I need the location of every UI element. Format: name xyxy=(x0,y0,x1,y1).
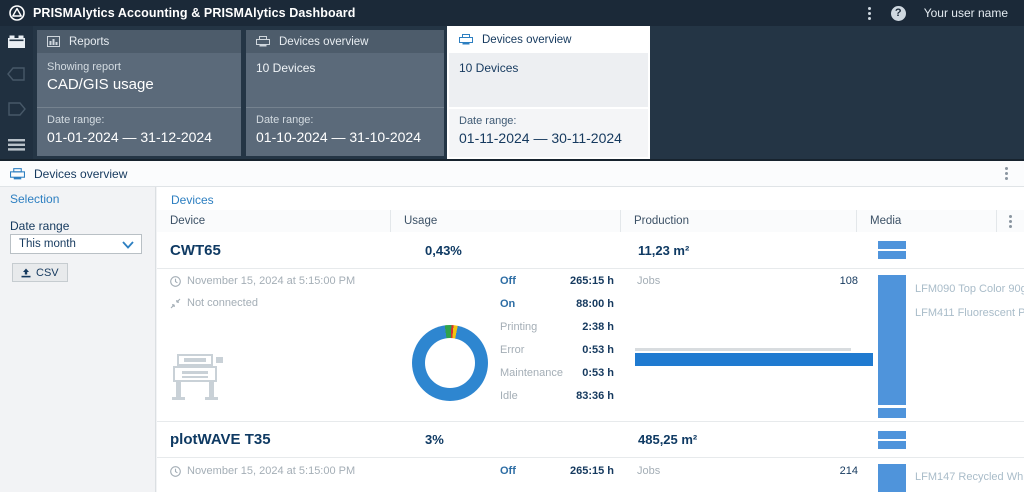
device-timestamp: November 15, 2024 at 5:15:00 PM xyxy=(170,465,355,477)
status-idle: Idle 83:36 h xyxy=(500,390,614,402)
hamburger-menu-icon[interactable] xyxy=(7,138,26,152)
column-header-usage: Usage xyxy=(390,210,620,232)
status-printing: Printing 2:38 h xyxy=(500,321,614,333)
prismalytics-logo-icon xyxy=(9,5,25,21)
jobs-count: Jobs 214 xyxy=(637,465,858,477)
row-divider xyxy=(157,457,1024,458)
table-row-plotwave-summary[interactable]: plotWAVE T35 3% 485,25 m² xyxy=(157,422,1024,457)
production-bar-chart xyxy=(635,353,873,366)
card-device-count: 10 Devices xyxy=(256,61,316,75)
card-date-range: 01-10-2024 — 31-10-2024 xyxy=(256,129,422,145)
status-error: Error 0:53 h xyxy=(500,344,614,356)
panel-header: Devices overview xyxy=(0,161,1024,187)
forward-arrow-icon[interactable] xyxy=(7,101,26,117)
column-header-device: Device xyxy=(170,215,206,227)
report-icon xyxy=(47,36,60,47)
cards-region: Reports Showing report CAD/GIS usage Dat… xyxy=(0,26,1024,161)
card-date-label: Date range: xyxy=(459,115,517,127)
card-devices-overview-november-selected[interactable]: Devices overview 10 Devices Date range: … xyxy=(449,28,648,157)
printer-icon xyxy=(459,34,473,45)
card-device-count: 10 Devices xyxy=(459,61,519,75)
column-options-menu-icon[interactable] xyxy=(996,210,1024,232)
app-titlebar: PRISMAlytics Accounting & PRISMAlytics D… xyxy=(0,0,1024,26)
production-bar-secondary xyxy=(635,348,851,351)
media-legend-item: LFM090 Top Color 90g xyxy=(915,283,1024,295)
device-name: CWT65 xyxy=(170,241,221,259)
devices-section-title: Devices xyxy=(171,193,214,207)
row-divider xyxy=(157,268,1024,269)
device-usage: 0,43% xyxy=(425,242,462,258)
media-legend-item: LFM147 Recycled Whit xyxy=(915,471,1024,483)
table-row-plotwave-detail: November 15, 2024 at 5:15:00 PM Off 265:1… xyxy=(157,458,1024,492)
app-title: PRISMAlytics Accounting & PRISMAlytics D… xyxy=(33,6,356,20)
not-connected-icon xyxy=(170,298,181,308)
media-mini-bars xyxy=(878,241,906,259)
date-range-label: Date range xyxy=(10,219,70,233)
panel-overflow-menu-icon[interactable] xyxy=(1003,165,1010,182)
card-date-label: Date range: xyxy=(256,114,314,126)
printer-icon xyxy=(10,167,25,179)
media-mini-bars xyxy=(878,430,906,449)
device-production: 485,25 m² xyxy=(638,432,698,447)
media-legend-item: LFM411 Fluorescent Pa xyxy=(915,307,1024,319)
csv-button-label: CSV xyxy=(36,266,59,279)
help-icon[interactable] xyxy=(890,5,906,21)
panel-title: Devices overview xyxy=(34,166,128,181)
device-connection-status: Not connected xyxy=(170,297,258,309)
titlebar-overflow-menu-icon[interactable] xyxy=(866,5,873,22)
csv-export-button[interactable]: CSV xyxy=(12,263,68,282)
date-range-value: This month xyxy=(19,238,76,250)
table-row-cwt65-summary[interactable]: CWT65 0,43% 11,23 m² xyxy=(157,232,1024,268)
table-row-cwt65-detail: November 15, 2024 at 5:15:00 PM Not conn… xyxy=(157,269,1024,421)
clock-icon xyxy=(170,275,181,287)
user-menu[interactable]: Your user name xyxy=(923,6,1008,20)
media-stacked-bar-chart xyxy=(878,275,906,418)
selection-panel: Selection Date range This month CSV xyxy=(0,187,156,492)
back-arrow-icon[interactable] xyxy=(7,66,26,82)
card-title: Devices overview xyxy=(279,35,369,48)
device-name: plotWAVE T35 xyxy=(170,431,271,448)
column-header-media: Media xyxy=(856,210,996,232)
device-production: 11,23 m² xyxy=(638,242,690,258)
card-report-name: CAD/GIS usage xyxy=(47,76,154,93)
selection-title: Selection xyxy=(10,192,60,206)
devices-table: Devices Device Usage Production Media CW… xyxy=(157,187,1024,492)
column-header-production: Production xyxy=(620,210,856,232)
cards-view-icon[interactable] xyxy=(7,35,26,49)
card-devices-overview-october[interactable]: Devices overview 10 Devices Date range: … xyxy=(246,30,444,156)
row-divider xyxy=(157,421,1024,422)
date-range-select[interactable]: This month xyxy=(10,234,142,254)
large-format-printer-icon xyxy=(172,354,223,400)
card-date-range: 01-11-2024 — 30-11-2024 xyxy=(459,130,622,146)
export-icon xyxy=(21,268,31,277)
jobs-count: Jobs 108 xyxy=(637,275,858,287)
device-timestamp: November 15, 2024 at 5:15:00 PM xyxy=(170,275,355,287)
usage-donut-chart xyxy=(412,325,488,401)
chevron-down-icon xyxy=(122,241,134,249)
card-reports[interactable]: Reports Showing report CAD/GIS usage Dat… xyxy=(37,30,241,156)
card-subtitle-label: Showing report xyxy=(47,61,121,73)
status-maintenance: Maintenance 0:53 h xyxy=(500,367,614,379)
table-header: Device Usage Production Media xyxy=(157,210,1024,232)
media-stacked-bar-chart xyxy=(878,464,906,492)
printer-icon xyxy=(256,36,270,47)
clock-icon xyxy=(170,465,181,477)
status-off: Off 265:15 h xyxy=(500,275,614,287)
status-off: Off 265:15 h xyxy=(500,465,614,477)
devices-overview-panel: Devices overview Selection Date range Th… xyxy=(0,159,1024,492)
side-rail xyxy=(0,26,33,161)
card-title: Devices overview xyxy=(482,33,572,46)
status-on: On 88:00 h xyxy=(500,298,614,310)
card-date-range: 01-01-2024 — 31-12-2024 xyxy=(47,129,213,145)
card-title: Reports xyxy=(69,35,110,48)
device-usage: 3% xyxy=(425,432,444,447)
card-date-label: Date range: xyxy=(47,114,105,126)
